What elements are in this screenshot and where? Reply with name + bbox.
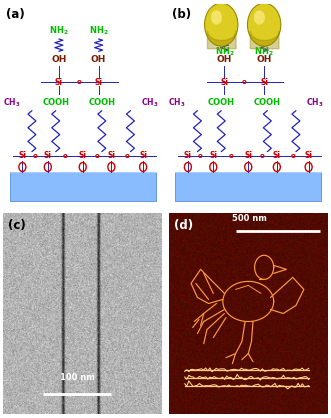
- Text: $\mathbf{CH_3}$: $\mathbf{CH_3}$: [3, 96, 20, 109]
- Text: $\mathbf{NH_2}$: $\mathbf{NH_2}$: [214, 45, 234, 58]
- Text: Si: Si: [55, 77, 63, 87]
- Circle shape: [248, 3, 281, 46]
- Text: Si: Si: [139, 151, 147, 160]
- Text: o: o: [198, 153, 203, 159]
- Text: COOH: COOH: [42, 98, 69, 107]
- Text: o: o: [242, 79, 247, 85]
- Text: Si: Si: [44, 151, 52, 160]
- Text: $\mathbf{NH_2}$: $\mathbf{NH_2}$: [89, 25, 109, 37]
- Text: (a): (a): [7, 8, 25, 21]
- Text: (c): (c): [8, 219, 26, 232]
- Text: o: o: [95, 153, 99, 159]
- Circle shape: [254, 10, 265, 25]
- Text: (b): (b): [172, 8, 191, 21]
- Text: o: o: [76, 79, 81, 85]
- Text: o: o: [260, 153, 265, 159]
- Text: Si: Si: [19, 151, 26, 160]
- Circle shape: [205, 3, 238, 46]
- Text: $\mathbf{CH_3}$: $\mathbf{CH_3}$: [306, 96, 324, 109]
- Circle shape: [211, 10, 222, 25]
- Text: Si: Si: [244, 151, 252, 160]
- Text: Si: Si: [209, 151, 217, 160]
- Text: $\mathbf{NH_2}$: $\mathbf{NH_2}$: [254, 45, 274, 58]
- Text: Si: Si: [305, 151, 312, 160]
- Text: o: o: [290, 153, 295, 159]
- Text: COOH: COOH: [254, 98, 281, 107]
- Text: COOH: COOH: [208, 98, 235, 107]
- Text: OH: OH: [91, 55, 106, 64]
- Text: $\mathbf{CH_3}$: $\mathbf{CH_3}$: [141, 96, 158, 109]
- Text: Si: Si: [79, 151, 87, 160]
- Text: Si: Si: [260, 77, 268, 87]
- Text: OH: OH: [257, 55, 272, 64]
- Text: $\mathbf{CH_3}$: $\mathbf{CH_3}$: [168, 96, 185, 109]
- Text: Si: Si: [220, 77, 228, 87]
- Text: o: o: [33, 153, 37, 159]
- Text: 100 nm: 100 nm: [60, 373, 95, 382]
- Text: o: o: [228, 153, 233, 159]
- Text: OH: OH: [51, 55, 67, 64]
- Text: Si: Si: [95, 77, 103, 87]
- Text: Si: Si: [273, 151, 281, 160]
- Text: o: o: [125, 153, 130, 159]
- Text: 500 nm: 500 nm: [232, 214, 267, 223]
- Text: OH: OH: [217, 55, 232, 64]
- Text: $\mathbf{NH_2}$: $\mathbf{NH_2}$: [49, 25, 69, 37]
- FancyBboxPatch shape: [175, 172, 321, 201]
- Text: o: o: [63, 153, 68, 159]
- Text: COOH: COOH: [88, 98, 115, 107]
- Text: (d): (d): [173, 219, 193, 232]
- Text: Si: Si: [107, 151, 115, 160]
- Text: Si: Si: [184, 151, 192, 160]
- FancyBboxPatch shape: [10, 172, 156, 201]
